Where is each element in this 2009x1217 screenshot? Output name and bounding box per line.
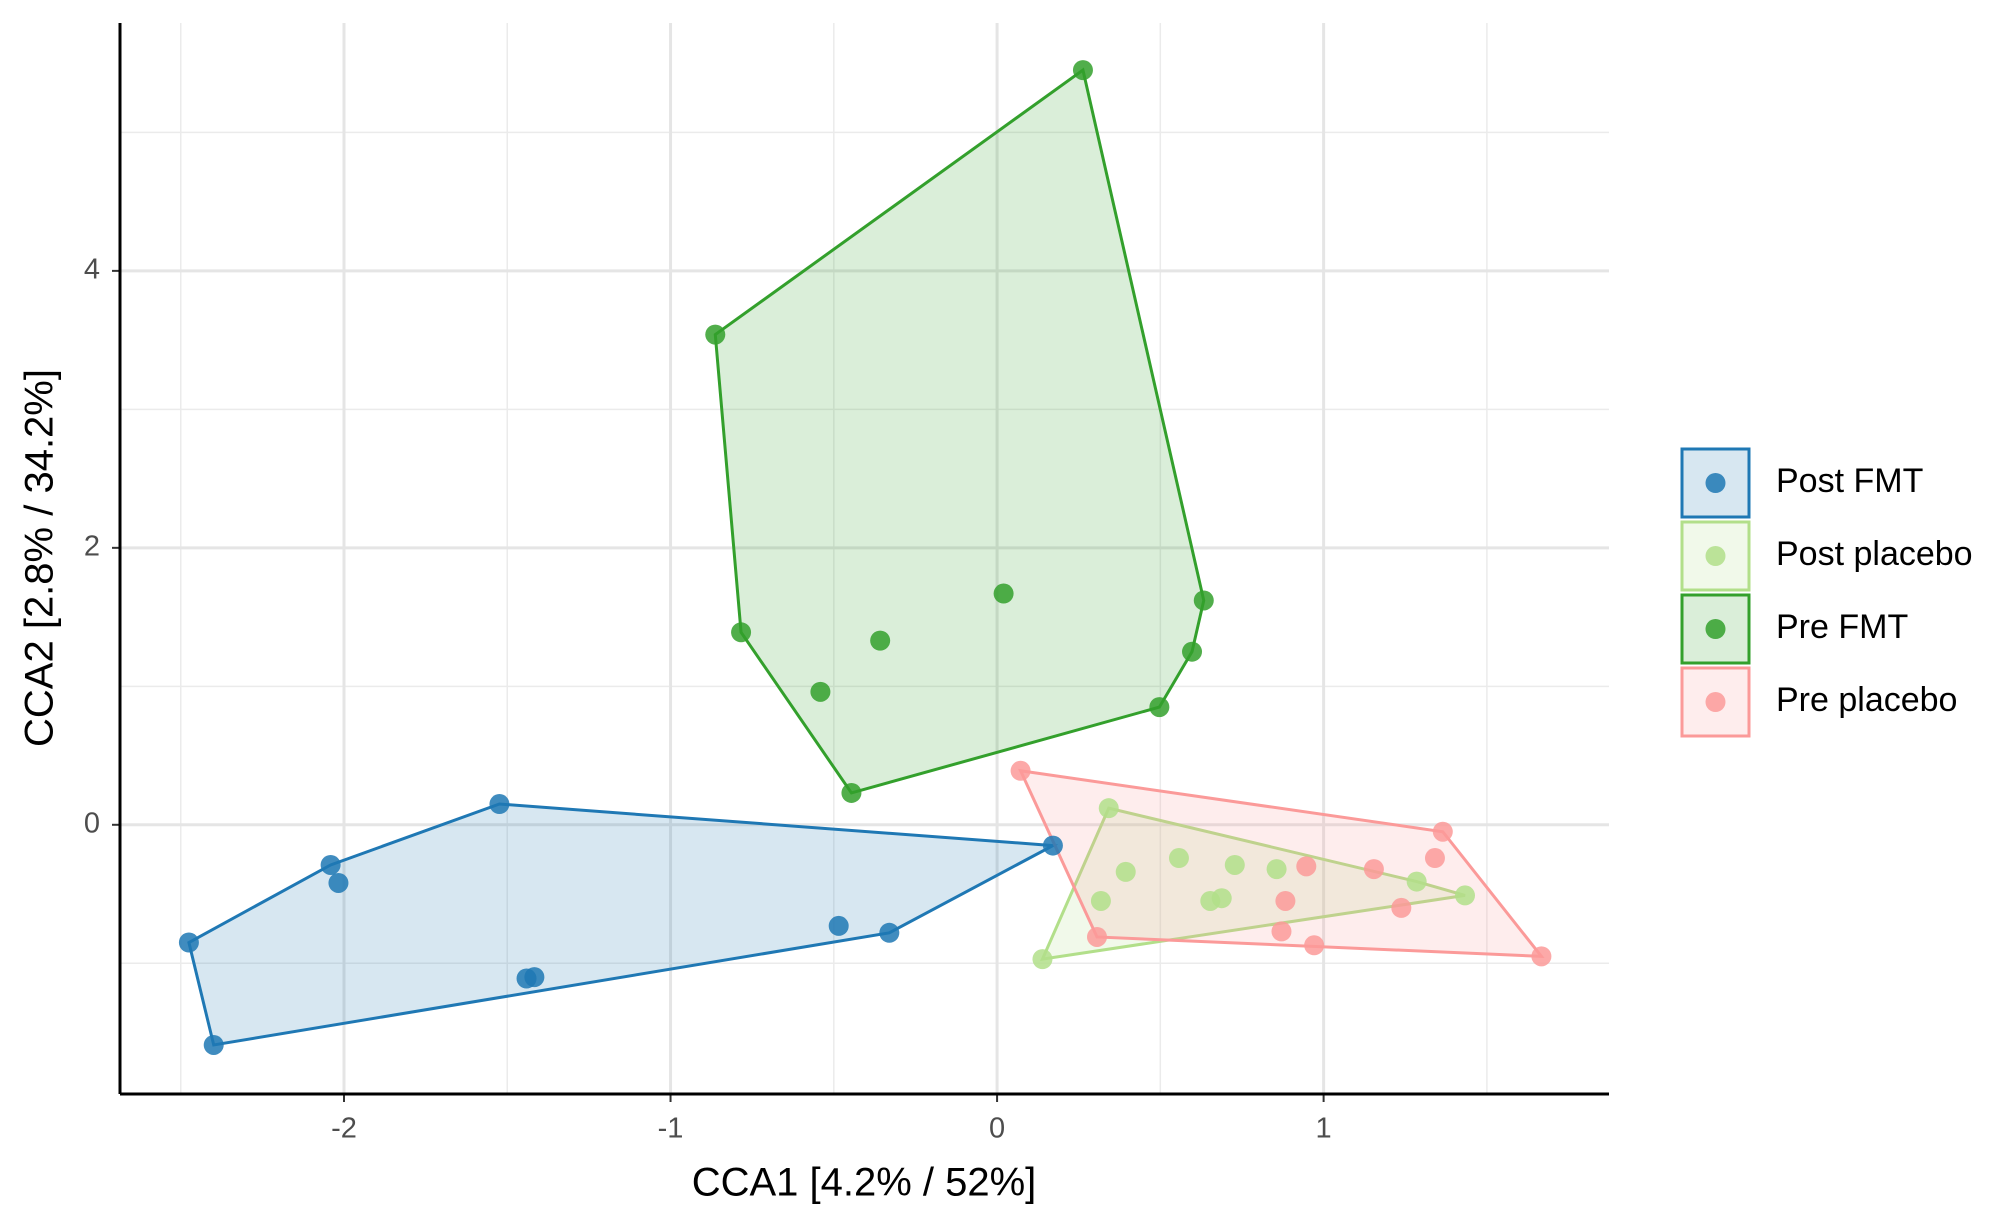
point <box>1211 888 1232 909</box>
point <box>1098 798 1119 819</box>
legend-marker <box>1705 619 1726 639</box>
legend-label: Post FMT <box>1776 462 1923 500</box>
y-tick-label: 2 <box>84 530 100 562</box>
x-tick-label: -1 <box>658 1113 684 1145</box>
point <box>1296 856 1317 877</box>
legend-marker <box>1705 546 1726 566</box>
point <box>1010 760 1031 781</box>
point <box>1042 835 1063 856</box>
point <box>993 583 1014 604</box>
point <box>1406 871 1427 892</box>
point <box>1168 848 1189 869</box>
point <box>731 622 752 643</box>
x-tick-label: 0 <box>989 1113 1005 1145</box>
point <box>524 967 545 988</box>
point <box>1454 885 1475 906</box>
point <box>841 782 862 803</box>
legend-key <box>1680 447 1751 519</box>
point <box>1275 890 1296 911</box>
point <box>1115 861 1136 882</box>
point <box>870 630 891 651</box>
point <box>810 681 831 702</box>
x-tick-label: 1 <box>1316 1113 1332 1145</box>
point <box>320 854 341 875</box>
point <box>178 932 199 953</box>
point <box>1090 890 1111 911</box>
point <box>1304 935 1325 956</box>
point <box>489 794 510 815</box>
point <box>1391 897 1412 918</box>
point <box>1193 590 1214 611</box>
legend-marker <box>1705 473 1726 493</box>
point <box>1032 949 1053 970</box>
x-axis-title: CCA1 [4.2% / 52%] <box>692 1161 1037 1205</box>
y-tick-label: 4 <box>84 254 100 286</box>
point <box>705 324 726 345</box>
point <box>328 872 349 893</box>
point <box>1363 859 1384 880</box>
y-tick-label: 0 <box>84 807 100 839</box>
hull <box>187 802 1059 1047</box>
point <box>1149 697 1170 718</box>
legend-key <box>1680 520 1751 592</box>
x-tick-label: -2 <box>331 1113 357 1145</box>
point <box>1224 854 1245 875</box>
y-axis-title: CCA2 [2.8% / 34.2%] <box>18 369 62 747</box>
point <box>1271 921 1292 942</box>
point <box>879 922 900 943</box>
legend-label: Post placebo <box>1776 535 1973 573</box>
point <box>1072 60 1093 81</box>
point <box>1086 926 1107 947</box>
point <box>203 1034 224 1055</box>
legend-label: Pre placebo <box>1776 681 1957 719</box>
hull <box>713 67 1206 795</box>
point <box>828 915 849 936</box>
point <box>1424 848 1445 869</box>
point <box>1531 946 1552 967</box>
point <box>1432 821 1453 842</box>
legend-marker <box>1705 692 1726 712</box>
point <box>1182 641 1203 662</box>
legend-label: Pre FMT <box>1776 608 1908 646</box>
point <box>1266 859 1287 880</box>
